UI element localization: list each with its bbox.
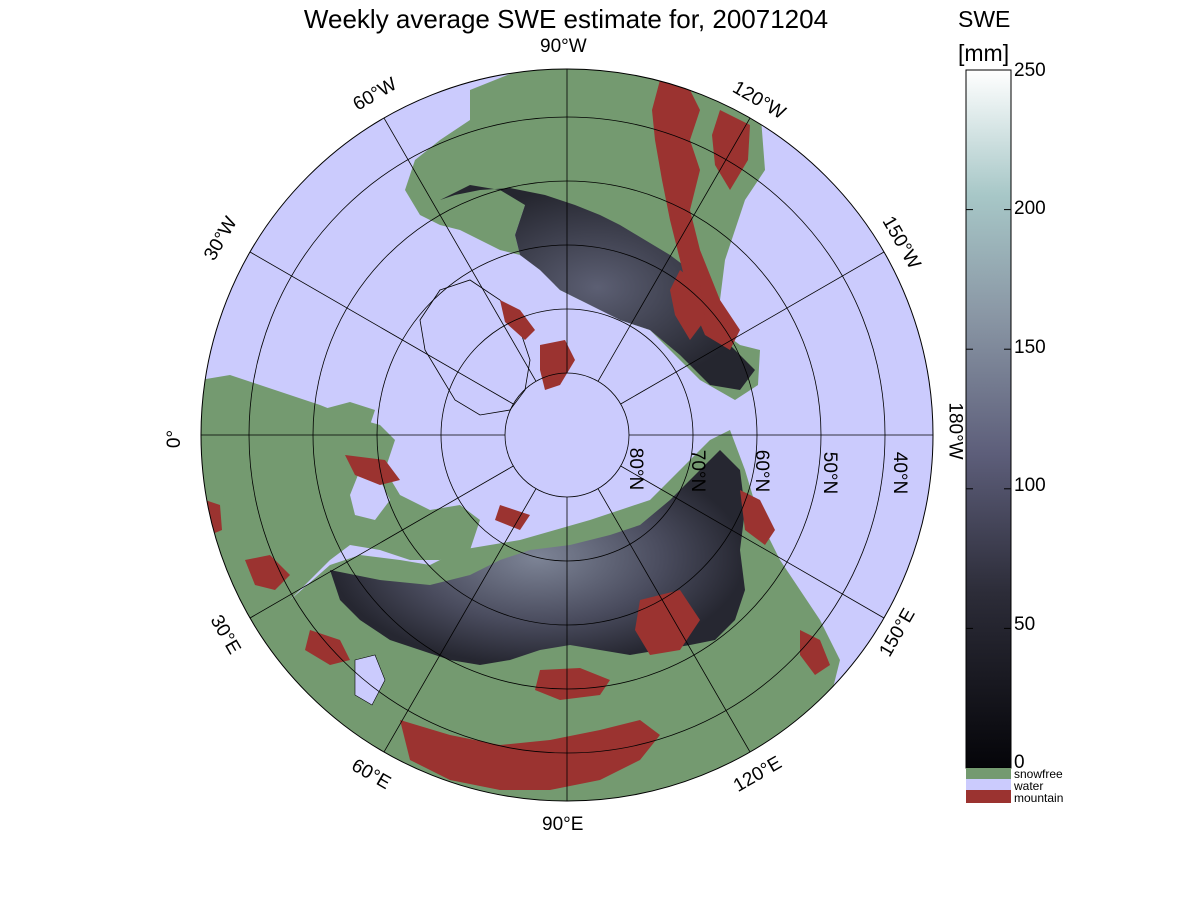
mountain-alps [245, 555, 290, 590]
colorbar-title: SWE [958, 6, 1011, 32]
mountain-himalaya [400, 720, 660, 790]
colorbar-gradient [966, 70, 1011, 768]
colorbar-unit: [mm] [958, 40, 1010, 66]
snow-north-america [440, 185, 755, 390]
category-swatch-snowfree [966, 768, 1011, 779]
mountain-japan [800, 630, 830, 675]
caspian-sea [354, 654, 386, 706]
category-label-snowfree: snowfree [1014, 767, 1063, 781]
lon-label-90e: 90°E [542, 814, 584, 835]
category-swatch-water [966, 779, 1011, 790]
land-scandinavia [300, 415, 360, 500]
lat-label-40n: 40°N [889, 451, 911, 495]
meridian-line [620, 251, 885, 405]
colorbar-tick-150: 150 [1014, 337, 1046, 358]
meridian-line [620, 465, 885, 619]
colorbar-tick-100: 100 [1014, 475, 1046, 496]
lon-label-0: 0° [164, 429, 186, 449]
map-border [200, 68, 934, 802]
lat-label-60n: 60°N [751, 449, 773, 493]
lat-label-50n: 50°N [819, 451, 841, 495]
category-label-water: water [1014, 779, 1044, 793]
meridian-line [249, 251, 514, 405]
meridian-line [597, 117, 751, 382]
map-content [201, 69, 840, 801]
meridian-line [249, 465, 514, 619]
colorbar-tick-200: 200 [1014, 198, 1046, 219]
land-uk [222, 465, 260, 510]
colorbar-ticks [966, 69, 1011, 769]
mountain-tianshan [535, 668, 610, 700]
map-title: Weekly average SWE estimate for, 2007120… [303, 4, 829, 34]
colorbar-tick-0: 0 [1014, 752, 1025, 773]
lon-label-90w: 90°W [540, 36, 587, 57]
mountain-scandes [345, 455, 400, 485]
colorbar [965, 69, 1012, 803]
mountain-alaska [670, 270, 705, 340]
category-label-mountain: mountain [1014, 791, 1064, 805]
meridian-line [383, 488, 537, 753]
mountain-rockies [652, 80, 740, 350]
mountain-baffin [540, 340, 575, 390]
graticule [201, 69, 933, 801]
mountain-verkhoyansk [635, 590, 700, 655]
mountain-coast [712, 110, 750, 190]
colorbar-tick-250: 250 [1014, 60, 1046, 81]
mountain-baffin-2 [500, 300, 535, 340]
colorbar-tick-50: 50 [1014, 614, 1036, 635]
mountain-urals [495, 505, 530, 530]
lon-label-180w: 180°W [944, 402, 966, 460]
meridian-line [597, 488, 751, 753]
land-iceland [318, 402, 375, 430]
lat-label-80n: 80°N [625, 447, 647, 491]
mountain-iberia [202, 500, 222, 535]
category-swatch-mountain [966, 790, 1011, 803]
lat-label-70n: 70°N [687, 449, 709, 493]
mountain-kamchatka [740, 490, 775, 545]
meridian-line [383, 117, 537, 382]
